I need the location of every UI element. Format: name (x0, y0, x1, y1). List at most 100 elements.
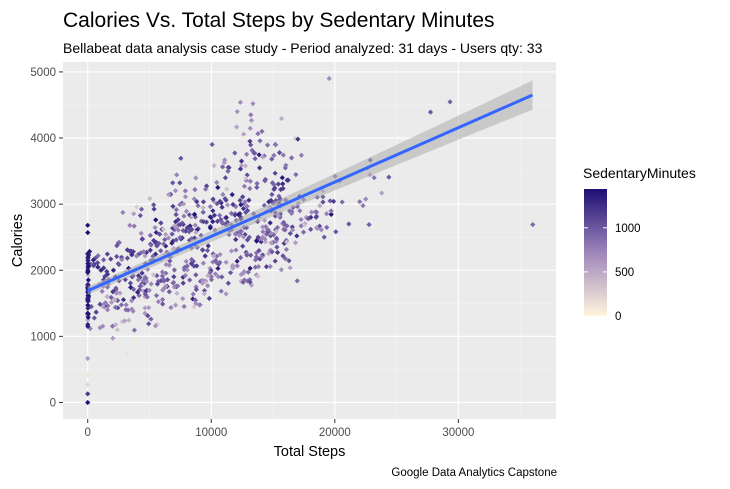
data-point (181, 264, 188, 270)
data-point (313, 225, 320, 231)
data-point (85, 391, 91, 397)
data-point (85, 355, 91, 362)
data-point (161, 241, 167, 247)
data-point (268, 240, 274, 246)
data-point (141, 249, 147, 255)
data-point (234, 108, 240, 115)
data-point (177, 234, 183, 241)
data-point (193, 300, 199, 307)
data-point (142, 305, 148, 311)
data-point (223, 259, 229, 265)
data-point (162, 237, 168, 243)
data-point (85, 268, 91, 275)
data-point (104, 307, 111, 313)
data-point (247, 279, 253, 285)
data-point (199, 280, 205, 286)
data-point (85, 293, 91, 299)
data-point (199, 247, 206, 253)
data-point (226, 164, 232, 171)
data-point (127, 222, 133, 228)
data-point (173, 211, 179, 218)
data-point (85, 260, 91, 267)
y-axis-title: Calories (10, 214, 26, 267)
data-point (188, 256, 195, 263)
data-point (317, 203, 323, 209)
data-point (264, 142, 271, 148)
data-point (321, 234, 327, 240)
data-point (184, 225, 190, 231)
data-point (110, 267, 117, 273)
data-point (131, 223, 137, 229)
data-point (100, 257, 107, 263)
data-point (333, 229, 339, 235)
data-point (214, 201, 220, 207)
data-point (85, 382, 91, 388)
data-point (123, 302, 129, 308)
data-point (143, 275, 149, 282)
data-point (138, 230, 144, 236)
data-point (145, 266, 151, 273)
data-point (240, 205, 247, 212)
data-point (146, 305, 152, 311)
data-point (293, 172, 299, 178)
data-point (224, 186, 230, 192)
data-point (160, 301, 166, 307)
data-point (112, 297, 118, 303)
data-point (357, 199, 363, 205)
data-point (169, 231, 175, 237)
data-point (109, 323, 116, 329)
data-point (316, 223, 323, 229)
data-point (230, 201, 236, 208)
data-point (222, 175, 229, 181)
data-point (276, 193, 282, 199)
data-point (235, 212, 242, 218)
data-point (273, 235, 280, 241)
data-point (247, 265, 253, 271)
data-point (125, 307, 131, 313)
data-point (138, 206, 145, 212)
data-point (166, 192, 172, 198)
data-point (242, 163, 249, 169)
data-point (179, 220, 185, 226)
data-point (300, 229, 307, 235)
data-point (192, 187, 198, 193)
data-point (262, 178, 268, 184)
data-point (105, 303, 111, 309)
data-point (320, 199, 326, 205)
data-point (98, 267, 104, 273)
data-point (175, 217, 181, 223)
data-point (158, 220, 164, 226)
data-point (195, 203, 201, 209)
data-point (170, 203, 176, 209)
data-point (151, 202, 157, 208)
data-point (278, 267, 284, 273)
data-point (114, 289, 120, 296)
data-point (85, 323, 91, 330)
data-point (241, 135, 247, 141)
data-point (146, 287, 152, 293)
x-tick-label: 10000 (195, 427, 227, 439)
data-point (85, 230, 91, 236)
data-point (260, 229, 266, 235)
data-point (219, 274, 225, 280)
data-point (134, 289, 141, 295)
data-point (207, 225, 213, 231)
data-point (208, 274, 214, 280)
legend-tick-label: 500 (615, 267, 634, 279)
data-point (215, 184, 221, 191)
data-point (288, 210, 295, 216)
data-point (371, 175, 377, 181)
legend-title: SedentaryMinutes (583, 165, 696, 181)
data-point (124, 247, 130, 253)
data-point (283, 246, 289, 253)
data-point (172, 188, 179, 194)
data-point (225, 168, 231, 174)
data-point (85, 399, 91, 406)
data-point (211, 163, 217, 169)
data-point (131, 286, 137, 293)
data-point (284, 239, 290, 245)
data-point (153, 229, 159, 236)
regression-line (87, 93, 534, 293)
data-point (112, 304, 119, 310)
data-point (113, 285, 119, 291)
